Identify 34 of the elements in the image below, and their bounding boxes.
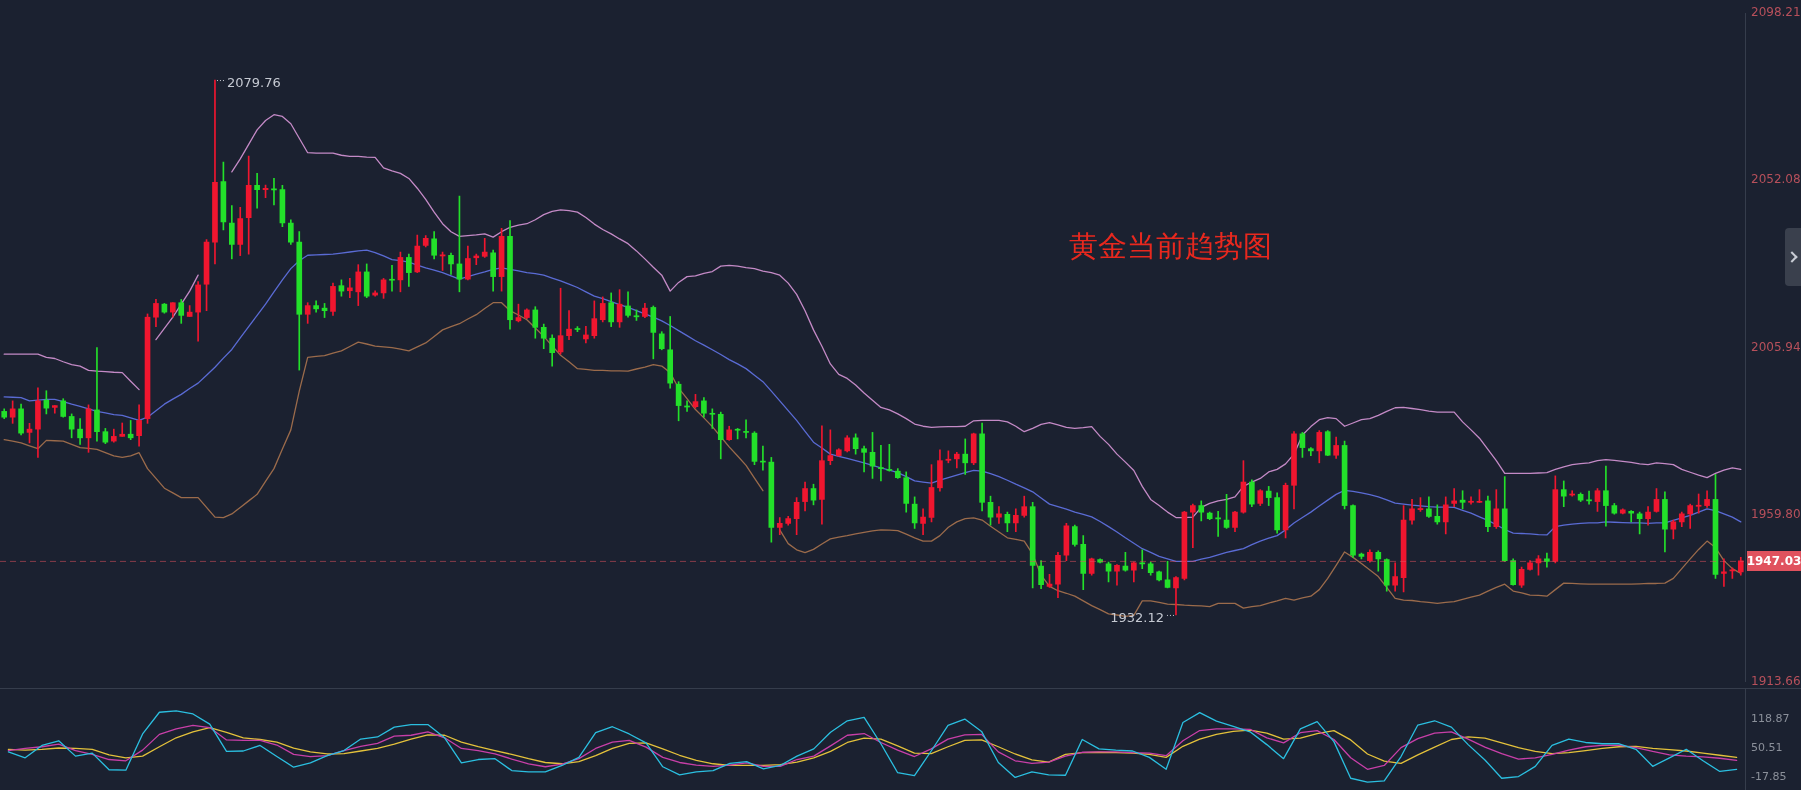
text: 黄金当前趋势图 (1069, 228, 1273, 263)
y-tick-label: 2098.21 (1751, 5, 1801, 20)
candlestick (94, 347, 100, 442)
ref-line-label: 1947.03 (1746, 554, 1801, 569)
candlestick (996, 506, 1002, 524)
candlestick (347, 278, 353, 298)
y-tick-label: 118.87 (1751, 711, 1790, 725)
annotation: 2079.76 (226, 75, 281, 91)
candlestick (481, 237, 488, 258)
candlestick (878, 445, 884, 482)
candlestick (119, 422, 126, 437)
y-tick-label: 2005.94 (1751, 339, 1801, 354)
y-tick-label: 1913.66 (1751, 673, 1801, 688)
candlestick (1190, 503, 1196, 548)
candlestick (1139, 549, 1146, 569)
candlestick (743, 419, 749, 439)
candlestick (1451, 488, 1457, 507)
candlestick (1544, 552, 1550, 568)
candlestick (389, 265, 395, 292)
candlestick (566, 310, 572, 340)
annotation: 1932.12 (1110, 610, 1164, 626)
candlestick (1628, 510, 1635, 523)
candlestick (1586, 490, 1592, 505)
y-tick-label: -17.85 (1751, 769, 1787, 783)
candlestick (583, 325, 589, 344)
candlestick (1721, 558, 1727, 587)
candlestick (254, 173, 260, 209)
candlestick (861, 445, 867, 473)
candlestick (1114, 564, 1120, 586)
y-tick-label: 50.51 (1751, 740, 1783, 754)
candlestick (962, 438, 969, 475)
y-tick-label: 2052.08 (1751, 172, 1801, 187)
candlestick (776, 517, 783, 535)
y-tick-label: 1959.80 (1751, 506, 1801, 521)
